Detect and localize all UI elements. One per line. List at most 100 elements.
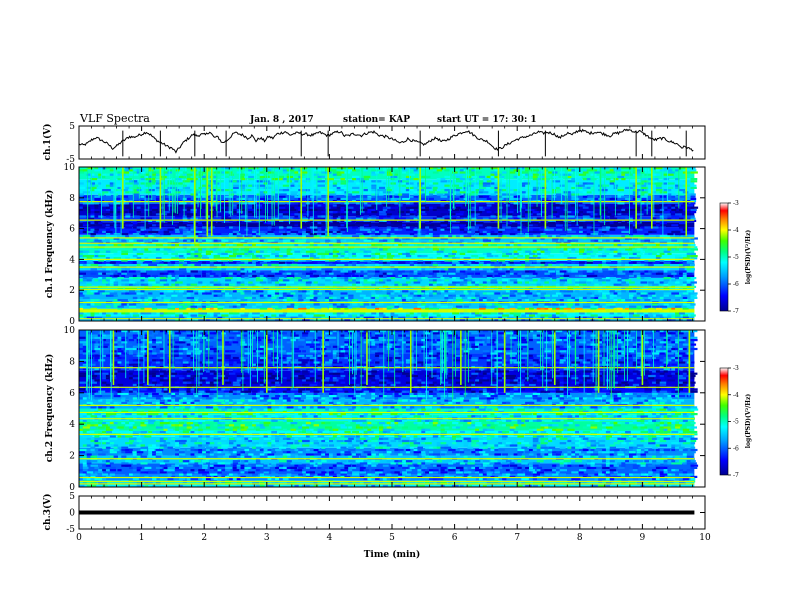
spectrogram-band xyxy=(79,299,695,309)
spectrogram-cell xyxy=(359,226,364,229)
spectrogram-cell xyxy=(102,277,108,280)
spectrogram-cell xyxy=(344,237,351,240)
spectrogram-cell xyxy=(94,197,101,200)
spectrogram-cell xyxy=(540,279,547,282)
spectrogram-cell xyxy=(132,233,140,236)
spectrogram-cell xyxy=(144,175,150,178)
spectrogram-cell xyxy=(217,259,224,262)
ch1-waveform-plot xyxy=(78,128,694,157)
spectrogram-cell xyxy=(671,235,676,238)
spectrogram-cell xyxy=(405,189,412,192)
spectrogram-cell xyxy=(525,270,532,273)
spectrogram-cell xyxy=(448,310,453,313)
spectrogram-cell xyxy=(240,252,248,255)
spectrogram-cell xyxy=(79,237,84,240)
spectrogram-cell xyxy=(202,310,208,313)
spectrogram-cell xyxy=(436,208,445,211)
spectrogram-cell xyxy=(282,294,290,297)
spectrogram-cell xyxy=(136,213,142,216)
spectrogram-cell xyxy=(386,195,394,198)
spectrogram-cell xyxy=(213,314,222,317)
spectrogram-cell xyxy=(559,184,565,187)
spectrogram-cell xyxy=(517,257,525,260)
spectrogram-cell xyxy=(352,208,359,211)
spectrogram-cell xyxy=(371,191,379,194)
spectrogram-cell xyxy=(190,259,199,262)
spectrogram-cell xyxy=(290,191,298,194)
spectrogram-cell xyxy=(440,268,446,271)
spectrogram-cell xyxy=(471,222,477,225)
spectrogram-cell xyxy=(144,303,149,306)
spectrogram-cell xyxy=(229,310,237,313)
spectrogram-cell xyxy=(102,230,107,233)
spectrogram-cell xyxy=(617,204,624,207)
spectrogram-cell xyxy=(563,277,569,280)
spectrogram-cell xyxy=(617,259,624,262)
spectrogram-cell xyxy=(609,272,614,275)
spectrogram-cell xyxy=(402,277,407,280)
spectrogram-cell xyxy=(409,244,414,247)
spectrogram-cell xyxy=(448,219,456,222)
spectrogram-cell xyxy=(509,219,516,222)
spectrogram-cell xyxy=(455,204,462,207)
spectrogram-cell xyxy=(286,272,292,275)
spectrogram-cell xyxy=(559,277,565,280)
spectrogram-cell xyxy=(409,195,417,198)
spectrogram-cell xyxy=(636,292,644,295)
spectrogram-cell xyxy=(425,261,432,264)
spectrogram-cell xyxy=(155,259,162,262)
spectrogram-cell xyxy=(471,299,476,302)
spectrogram-cell xyxy=(336,257,342,260)
spectrogram-cell xyxy=(640,186,649,189)
spectrogram-cell xyxy=(279,255,285,258)
spectrogram-cell xyxy=(140,283,147,286)
spectrogram-cell xyxy=(640,184,647,187)
spectrogram-cell xyxy=(336,307,343,310)
spectrogram-cell xyxy=(690,263,695,266)
spectrogram-cell xyxy=(159,314,165,317)
spectrogram-cell xyxy=(240,178,247,181)
spectrogram-cell xyxy=(517,189,522,192)
spectrogram-cell xyxy=(340,202,347,205)
spectrogram-cell xyxy=(486,213,491,216)
spectrogram-cell xyxy=(152,270,158,273)
spectrogram-cell xyxy=(682,244,688,247)
spectrogram-cell xyxy=(682,239,690,242)
spectrogram-cell xyxy=(390,294,396,297)
spectrogram-cell xyxy=(298,294,303,297)
spectrogram-cell xyxy=(417,272,424,275)
spectrogram-cell xyxy=(171,277,176,280)
spectrogram-cell xyxy=(413,294,418,297)
spectrogram-cell xyxy=(502,318,507,321)
spectrogram-cell xyxy=(690,211,697,214)
spectrogram-cell xyxy=(363,303,370,306)
spectrogram-cell xyxy=(244,296,250,299)
spectrogram-cell xyxy=(90,178,98,181)
spectrogram-cell xyxy=(540,255,547,258)
spectrogram-cell xyxy=(340,257,348,260)
spectrogram-cell xyxy=(536,248,543,251)
spectrogram-cell xyxy=(579,182,584,185)
spectrogram-cell xyxy=(532,189,539,192)
spectrogram-cell xyxy=(140,296,147,299)
spectrogram-cell xyxy=(559,222,565,225)
spectrogram-cell xyxy=(105,184,113,187)
spectrogram-cell xyxy=(563,222,569,225)
spectrogram-cell xyxy=(379,193,384,196)
spectrogram-cell xyxy=(309,290,318,293)
spectrogram-cell xyxy=(675,191,681,194)
spectrogram-cell xyxy=(159,213,167,216)
spectrogram-cell xyxy=(590,186,595,189)
spectrogram-cell xyxy=(229,202,235,205)
spectrogram-cell xyxy=(602,305,607,308)
spectrogram-cell xyxy=(471,180,478,183)
spectrogram-cell xyxy=(494,274,501,277)
spectrogram-cell xyxy=(409,261,414,264)
spectrogram-cell xyxy=(140,224,145,227)
spectrogram-cell xyxy=(617,283,625,286)
spectrogram-cell xyxy=(479,195,486,198)
spectrogram-cell xyxy=(263,230,271,233)
spectrogram-cell xyxy=(279,259,287,262)
spectrogram-cell xyxy=(352,314,358,317)
